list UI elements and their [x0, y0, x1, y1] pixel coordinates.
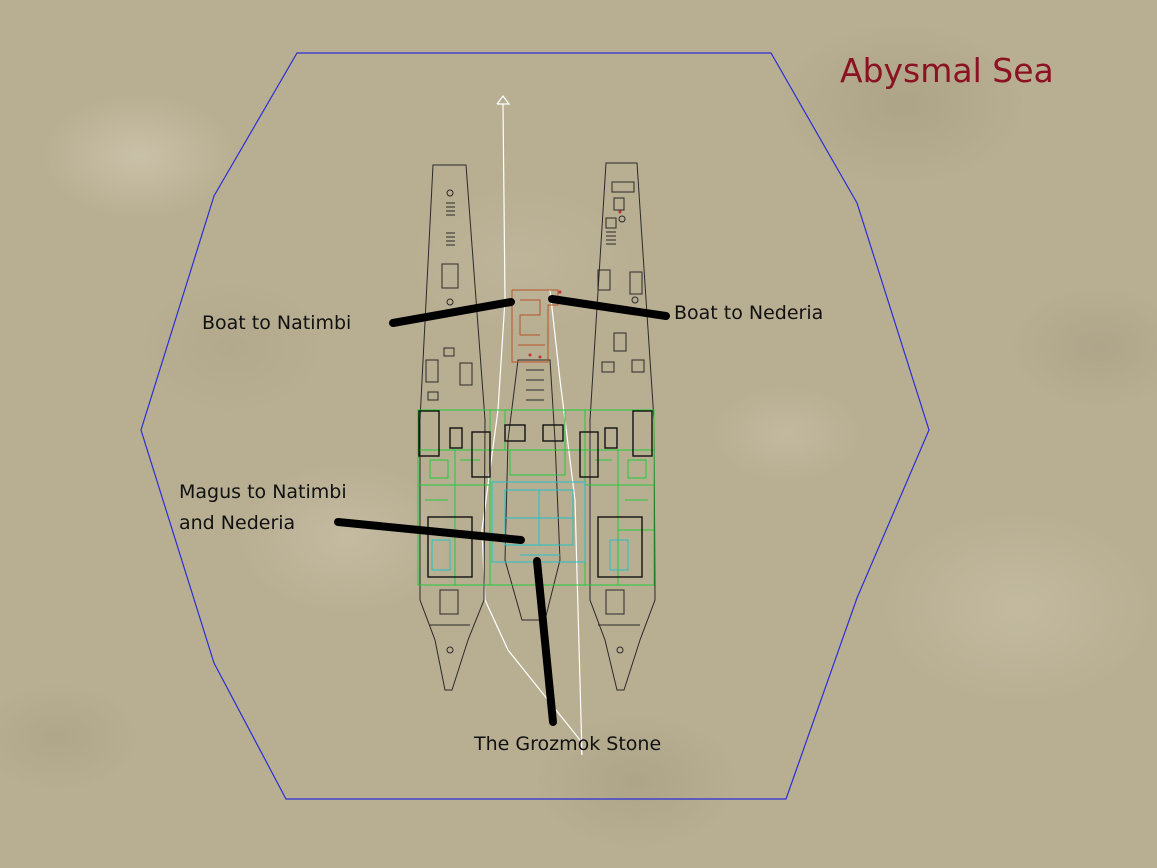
deck-walls: [418, 410, 653, 578]
label-magus-line2: and Nederia: [179, 512, 296, 534]
pointer-lines: [334, 295, 670, 726]
zone-title: Abysmal Sea: [840, 51, 1054, 90]
label-boat-to-nederia: Boat to Nederia: [674, 302, 824, 324]
label-grozmok-stone: The Grozmok Stone: [474, 733, 662, 755]
label-boat-to-natimbi: Boat to Natimbi: [202, 312, 352, 334]
label-magus-line1: Magus to Natimbi: [179, 481, 347, 503]
right-hull: [589, 162, 656, 691]
markers: [528, 210, 622, 359]
zone-boundary: [140, 52, 930, 800]
route-line: [481, 95, 583, 756]
pointer-grozmok: [533, 557, 557, 726]
dock-structure: [511, 289, 559, 363]
pointer-boat-nederia: [548, 295, 670, 320]
pointer-magus: [334, 518, 525, 544]
pointer-boat-natimbi: [389, 298, 515, 327]
left-hull: [419, 164, 486, 691]
